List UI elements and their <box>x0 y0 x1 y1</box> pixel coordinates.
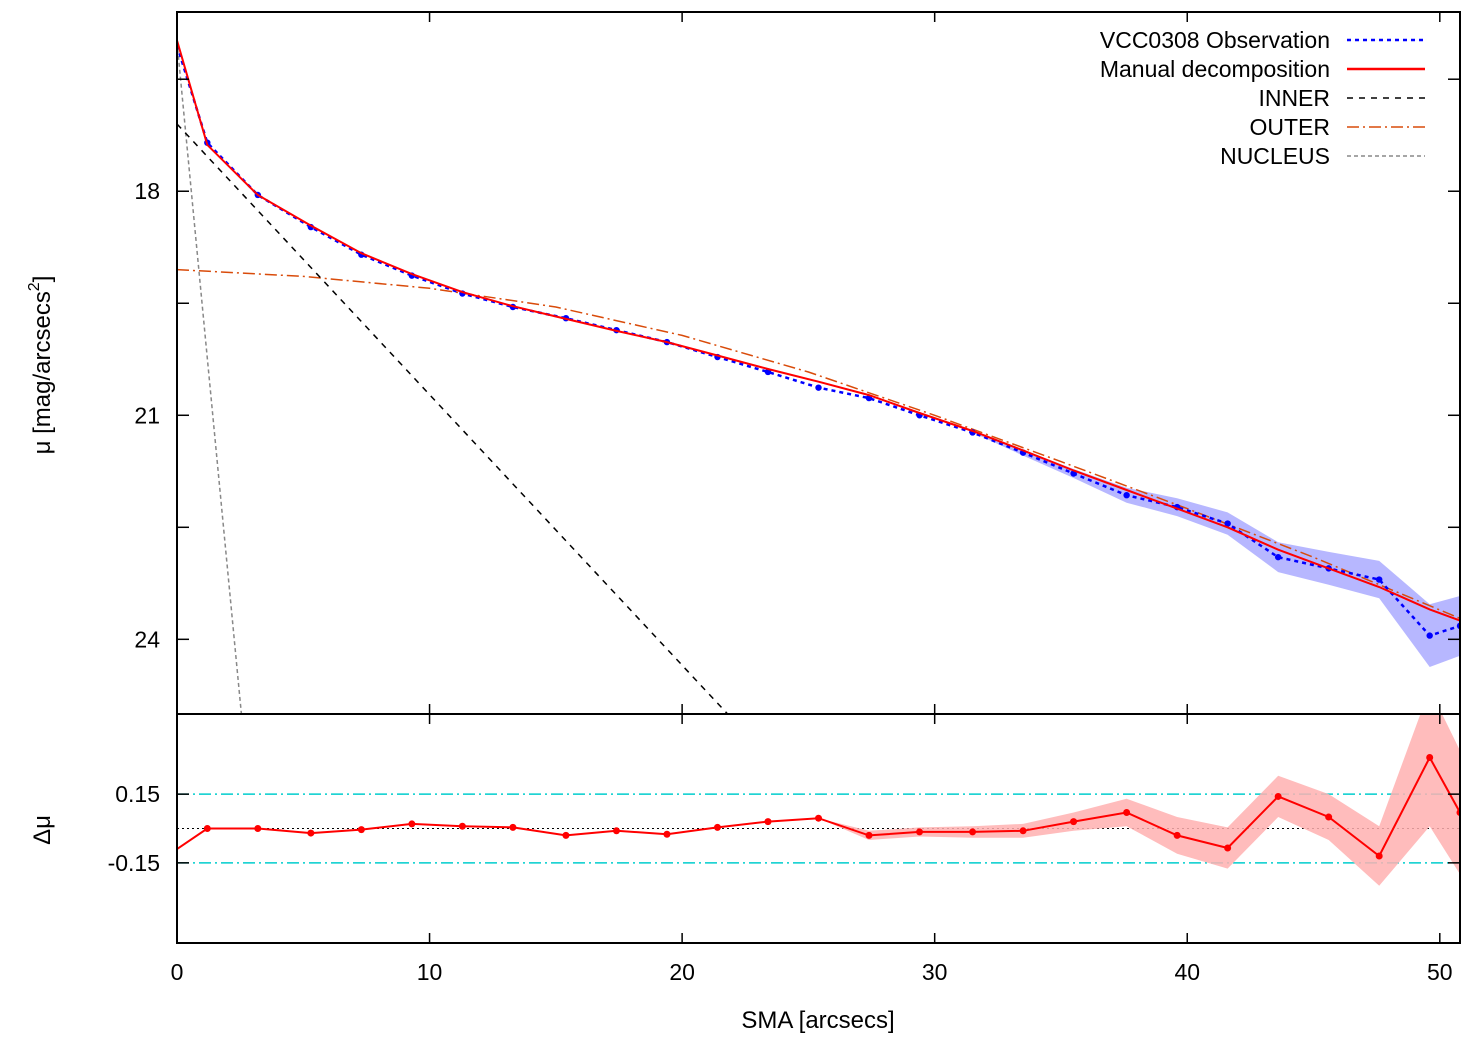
legend-label: VCC0308 Observation <box>1100 27 1330 53</box>
observation-point <box>1123 491 1130 499</box>
residual-point <box>254 825 262 832</box>
residual-point <box>815 814 822 822</box>
residual-error-band <box>177 714 1460 886</box>
residual-point <box>458 822 466 830</box>
top-y-axis-label-sup: 2 <box>26 282 43 291</box>
bottom-y-tick-label: 0.15 <box>115 781 160 807</box>
top-y-axis-label-main: μ [mag/arcsecs <box>29 291 56 454</box>
residual-point <box>1123 808 1131 816</box>
series-line-nucleus <box>177 41 243 714</box>
residual-point <box>1274 792 1282 800</box>
y-axis: 18 21 24 0.15 -0.15 <box>108 78 1460 876</box>
bottom-panel-frame <box>176 713 1461 944</box>
residual-point <box>1070 818 1078 826</box>
x-tick-label: 40 <box>1174 959 1200 985</box>
residual-point <box>612 827 620 835</box>
x-tick-label: 0 <box>171 959 184 985</box>
observation-point <box>1426 632 1433 639</box>
residual-point <box>663 830 671 838</box>
residual-point <box>1426 754 1434 762</box>
residual-point <box>408 820 416 828</box>
top-y-tick-label: 18 <box>134 178 160 204</box>
x-tick-label: 30 <box>922 959 948 985</box>
observation-point <box>815 384 822 391</box>
legend-label: INNER <box>1258 85 1330 111</box>
series-line-manual-decomposition <box>177 40 1460 622</box>
residual-point <box>307 829 315 837</box>
legend-label: OUTER <box>1250 114 1331 140</box>
top-panel <box>177 40 1460 714</box>
x-tick-label: 10 <box>417 959 443 985</box>
residual-point <box>1019 827 1027 835</box>
bottom-y-axis-label: Δμ <box>29 815 56 845</box>
residual-point <box>1375 852 1383 860</box>
x-axis: 0 10 20 30 40 50 <box>171 12 1453 985</box>
top-y-axis-label: μ [mag/arcsecs2] <box>26 276 56 455</box>
residual-point <box>203 825 211 832</box>
series-line-inner <box>177 123 729 714</box>
x-tick-label: 50 <box>1427 959 1453 985</box>
observation-point <box>1274 553 1282 561</box>
x-tick-label: 20 <box>669 959 695 985</box>
legend-label: NUCLEUS <box>1220 143 1330 169</box>
panel-frames <box>176 11 1461 944</box>
bottom-y-tick-label: -0.15 <box>108 850 160 876</box>
residual-panel <box>177 714 1460 886</box>
residual-line <box>177 755 1460 858</box>
observation-point <box>1224 520 1231 527</box>
x-axis-label: SMA [arcsecs] <box>741 1007 894 1034</box>
legend-label: Manual decomposition <box>1100 56 1330 82</box>
top-y-axis-label-suffix: ] <box>29 276 56 283</box>
observation-point <box>1375 576 1383 583</box>
residual-point <box>916 828 924 836</box>
residual-point <box>865 831 873 839</box>
top-y-tick-label: 21 <box>134 402 160 428</box>
residual-point <box>1325 813 1333 821</box>
legend: VCC0308 Observation Manual decomposition I… <box>1100 27 1425 169</box>
residual-point <box>357 826 365 834</box>
residual-point <box>1173 831 1181 839</box>
residual-point <box>562 831 570 839</box>
residual-point <box>509 823 517 831</box>
residual-point <box>1224 844 1232 852</box>
top-y-tick-label: 24 <box>134 626 160 652</box>
residual-point <box>969 828 977 836</box>
series-line-outer <box>177 268 1460 620</box>
residual-point <box>764 818 772 826</box>
residual-point <box>713 823 721 831</box>
